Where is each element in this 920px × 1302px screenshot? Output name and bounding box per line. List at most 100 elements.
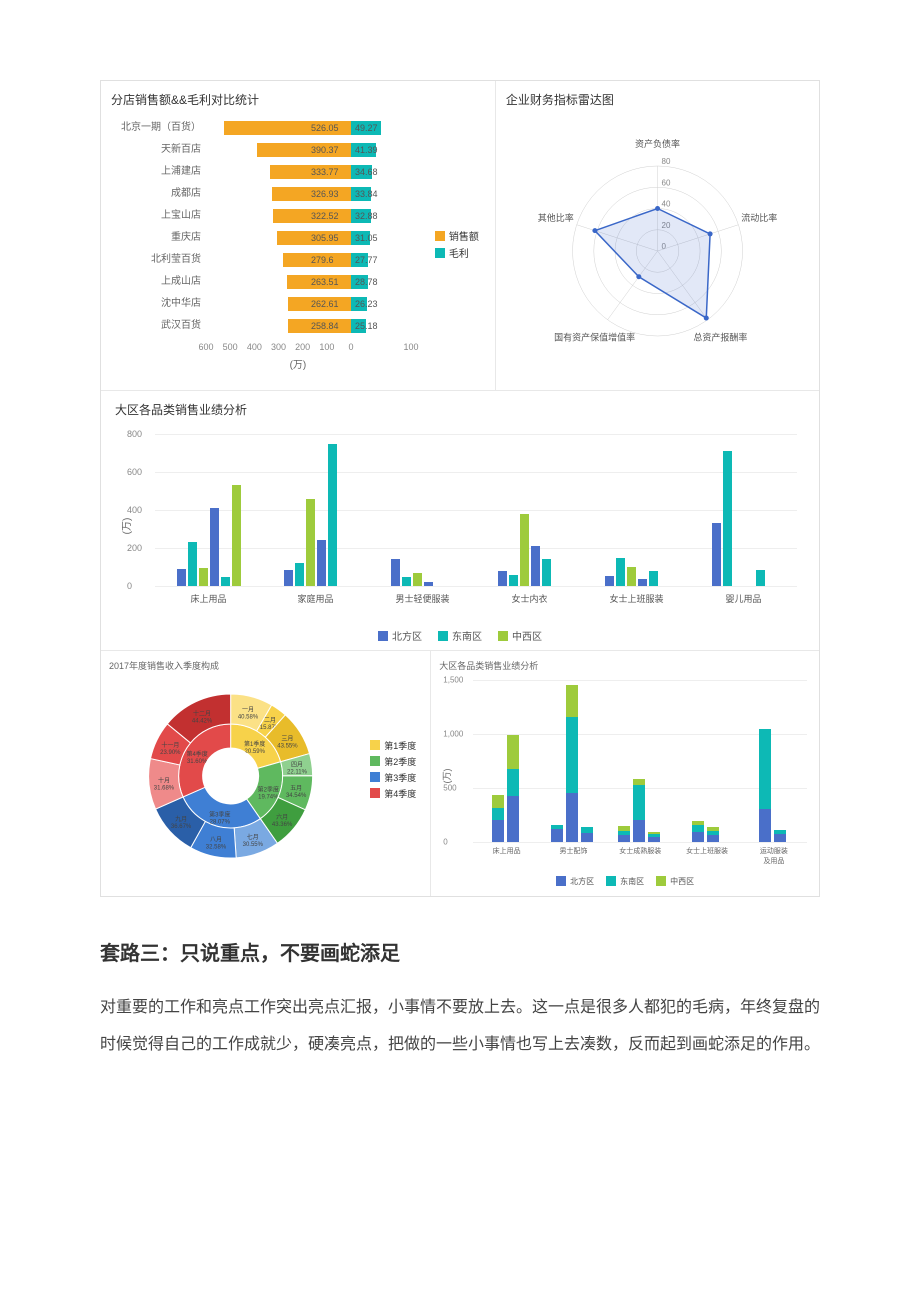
svg-text:国有资产保值增值率: 国有资产保值增值率 bbox=[554, 332, 635, 343]
y-tick: 400 bbox=[127, 505, 142, 515]
stacked-segment bbox=[551, 829, 563, 842]
grouped-bar bbox=[284, 570, 293, 586]
hbar-row: 成都店326.9333.84 bbox=[111, 184, 485, 204]
grouped-bar bbox=[424, 582, 433, 586]
grid-line bbox=[155, 548, 797, 549]
svg-text:31.68%: 31.68% bbox=[154, 785, 175, 791]
hbar-x-tick: 100 bbox=[403, 342, 418, 352]
hbar-x-tick: 400 bbox=[247, 342, 262, 352]
legend-swatch bbox=[498, 631, 508, 641]
stacked-segment bbox=[633, 820, 645, 842]
hbar-sales-value: 333.77 bbox=[311, 165, 339, 179]
panel-stacked-bar: 大区各品类销售业绩分析 (万) 05001,0001,500床上用品男士配饰女士… bbox=[431, 651, 819, 897]
legend-swatch bbox=[656, 876, 666, 886]
article-heading: 套路三：只说重点，不要画蛇添足 bbox=[100, 937, 820, 966]
svg-text:40.58%: 40.58% bbox=[238, 714, 259, 720]
hbar-profit-value: 33.84 bbox=[355, 187, 378, 201]
grid-line bbox=[155, 472, 797, 473]
stacked-segment bbox=[566, 685, 578, 717]
category-label: 床上用品 bbox=[190, 592, 226, 605]
hbar-row: 天新百店 390.37 41.39 bbox=[111, 140, 485, 160]
legend-item: 销售额 bbox=[435, 228, 479, 243]
legend-swatch bbox=[435, 248, 445, 258]
grouped-bar bbox=[221, 577, 230, 587]
stacked-segment bbox=[618, 835, 630, 841]
stacked-segment bbox=[648, 834, 660, 837]
legend-swatch bbox=[556, 876, 566, 886]
hbar-profit-value: 28.78 bbox=[355, 275, 378, 289]
category-label: 运动服装及用品 bbox=[757, 846, 790, 866]
hbar-profit-value: 31.05 bbox=[355, 231, 378, 245]
stacked-chart-title: 大区各品类销售业绩分析 bbox=[439, 659, 811, 672]
grouped-bar bbox=[712, 523, 721, 586]
hbar-unit-label: (万) bbox=[290, 356, 307, 384]
svg-text:36.67%: 36.67% bbox=[171, 824, 192, 830]
hbar-x-tick: 600 bbox=[198, 342, 213, 352]
legend-swatch bbox=[438, 631, 448, 641]
category-label: 家庭用品 bbox=[297, 592, 333, 605]
stacked-segment bbox=[774, 834, 786, 842]
hbar-row: 北利莹百货279.627.77 bbox=[111, 250, 485, 270]
legend-label: 中西区 bbox=[670, 876, 694, 887]
hbar-x-tick: 200 bbox=[295, 342, 310, 352]
hbar-row: 上宝山店322.5232.88 bbox=[111, 206, 485, 226]
grid-line bbox=[155, 586, 797, 587]
legend-label: 北方区 bbox=[570, 876, 594, 887]
hbar-x-tick: 100 bbox=[319, 342, 334, 352]
stacked-legend: 北方区东南区中西区 bbox=[439, 876, 811, 889]
grouped-bar bbox=[402, 577, 411, 586]
radar-svg: 020406080资产负债率流动比率总资产报酬率国有资产保值增值率其他比率 bbox=[506, 116, 809, 376]
svg-text:七月: 七月 bbox=[247, 833, 259, 841]
svg-text:流动比率: 流动比率 bbox=[741, 212, 777, 223]
grouped-bar bbox=[306, 499, 315, 586]
legend-item: 毛利 bbox=[435, 245, 479, 260]
hbar-row: 沈中华店262.6126.23 bbox=[111, 294, 485, 314]
legend-label: 中西区 bbox=[512, 628, 542, 643]
y-tick: 800 bbox=[127, 429, 142, 439]
hbar-sales-value: 390.37 bbox=[311, 143, 339, 157]
hbar-row: 上浦建店333.7734.68 bbox=[111, 162, 485, 182]
grouped-bar bbox=[649, 571, 658, 586]
hbar-category-label: 沈中华店 bbox=[111, 294, 201, 314]
stacked-segment bbox=[492, 808, 504, 820]
dashboard-container: 分店销售额&&毛利对比统计 北京一期（百货）526.0549.27天新百店390… bbox=[100, 80, 820, 897]
legend-item: 中西区 bbox=[656, 876, 694, 887]
grouped-bar bbox=[542, 559, 551, 586]
category-label: 女士成熟服装 bbox=[619, 846, 661, 856]
stacked-segment bbox=[633, 785, 645, 820]
stacked-segment bbox=[707, 827, 719, 830]
hbar-category-label: 重庆店 bbox=[111, 228, 201, 248]
grouped-bar bbox=[210, 508, 219, 586]
svg-text:43.36%: 43.36% bbox=[272, 821, 293, 827]
category-label: 男士配饰 bbox=[559, 846, 587, 856]
legend-label: 第2季度 bbox=[384, 755, 416, 768]
hbar-category-label: 成都店 bbox=[111, 184, 201, 204]
grouped-bar bbox=[391, 559, 400, 586]
hbar-profit-value: 32.88 bbox=[355, 209, 378, 223]
stacked-segment bbox=[707, 835, 719, 841]
hbar-sales-value: 526.05 bbox=[311, 121, 339, 135]
grouped-bar bbox=[232, 485, 241, 586]
svg-text:十一月: 十一月 bbox=[161, 740, 179, 748]
legend-swatch bbox=[378, 631, 388, 641]
hbar-category-label: 上成山店 bbox=[111, 272, 201, 292]
svg-text:第4季度: 第4季度 bbox=[186, 750, 207, 758]
grouped-bar bbox=[605, 576, 614, 586]
svg-text:80: 80 bbox=[661, 157, 670, 166]
grouped-bar bbox=[616, 558, 625, 587]
legend-swatch bbox=[370, 772, 380, 782]
grouped-bar bbox=[531, 546, 540, 586]
stacked-segment bbox=[692, 825, 704, 831]
hbar-category-label: 北利莹百货 bbox=[111, 250, 201, 270]
svg-text:34.54%: 34.54% bbox=[286, 793, 307, 799]
stacked-segment bbox=[692, 821, 704, 825]
legend-item: 中西区 bbox=[498, 628, 542, 643]
stacked-segment bbox=[581, 833, 593, 842]
grouped-bar bbox=[638, 579, 647, 586]
y-tick: 0 bbox=[443, 837, 447, 846]
hbar-profit-value: 41.39 bbox=[355, 143, 378, 157]
svg-text:四月: 四月 bbox=[291, 761, 303, 768]
legend-item: 东南区 bbox=[438, 628, 482, 643]
hbar-category-label: 天新百店 bbox=[111, 140, 201, 160]
legend-swatch bbox=[370, 788, 380, 798]
